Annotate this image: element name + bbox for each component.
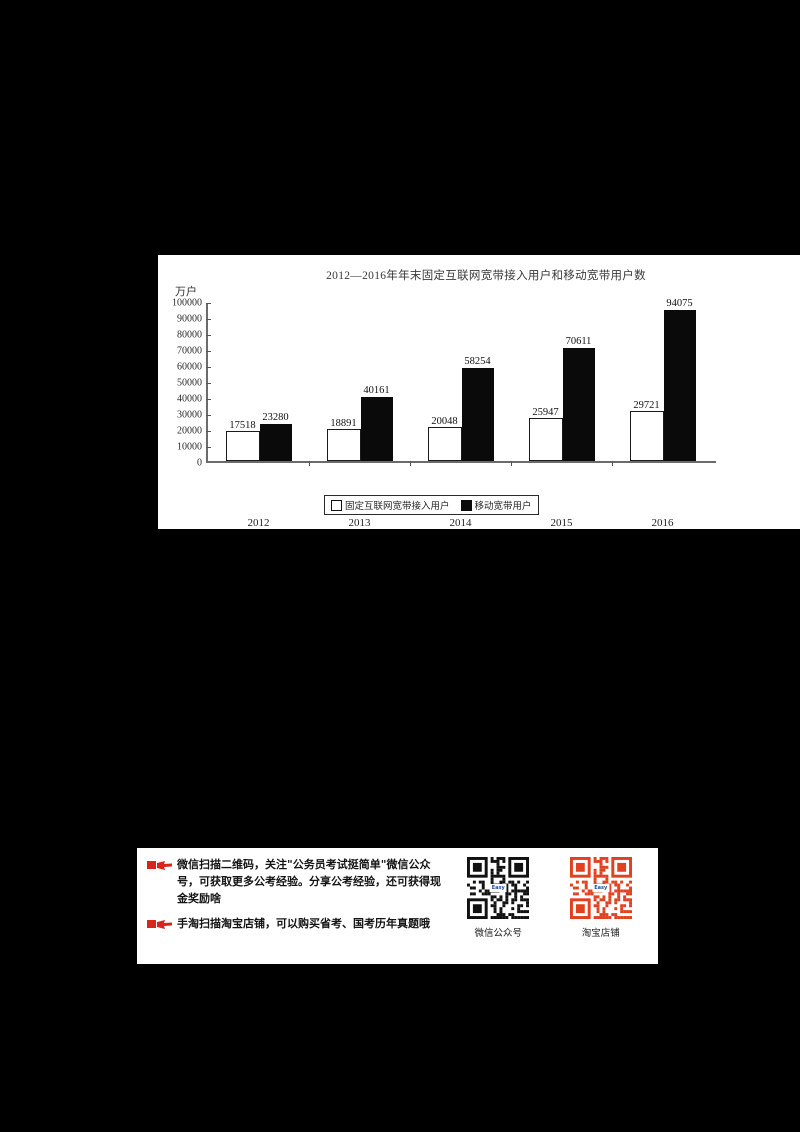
y-axis-tick-label: 0 [197,457,202,469]
x-axis-tick-mark [309,461,310,466]
chart-title: 2012—2016年年末固定互联网宽带接入用户和移动宽带用户数 [326,270,646,282]
y-axis-tick-mark [206,367,211,368]
bar-value-label: 18891 [330,417,357,429]
promo-text: 微信扫描二维码，关注"公务员考试挺简单"微信公众号，可获取更多公考经验。分享公考… [177,858,441,905]
pointing-hand-icon [147,920,172,929]
y-axis-tick-label: 70000 [177,345,202,357]
qr-caption: 微信公众号 [474,928,522,939]
qr-code-image [569,857,632,919]
bar[interactable]: 25947 [528,407,563,461]
qr-code-block-item[interactable]: Easy 淘宝店铺 [569,857,632,939]
chart-legend: 固定互联网宽带接入用户 移动宽带用户 [324,495,539,515]
bar-value-label: 58254 [464,355,491,367]
qr-code-image [467,857,530,919]
promo-row: 手淘扫描淘宝店铺，可以购买省考、国考历年真题哦 [147,915,447,935]
y-axis-tick-mark [206,303,211,304]
bar-groups: 17518 23280 18891 40161 20048 58254 25947 70611… [208,298,713,466]
bar[interactable]: 58254 [461,356,494,461]
pointing-hand-icon [147,917,173,935]
promo-text-block: 微信扫描二维码，关注"公务员考试挺简单"微信公众号，可获取更多公考经验。分享公考… [147,856,447,943]
bar-value-label: 94075 [666,298,693,310]
bar-value-label: 23280 [262,411,289,423]
x-axis-tick-label: 2014 [449,517,472,529]
qr-code-block-item[interactable]: Easy 微信公众号 [467,857,530,939]
y-axis-unit-label: 万户 [175,286,197,298]
y-axis-tick-label: 100000 [172,297,202,309]
bar-value-label: 40161 [363,384,390,396]
qr-caption: 淘宝店铺 [581,928,620,939]
pointing-hand-icon [147,858,173,876]
y-axis-tick-label: 10000 [177,441,202,453]
legend-item[interactable]: 移动宽带用户 [460,498,532,512]
bar[interactable]: 20048 [427,416,462,461]
legend-label: 固定互联网宽带接入用户 [345,502,450,512]
qr-code-block: Easy 微信公众号 Easy 淘宝店铺 [447,857,652,939]
bar[interactable]: 29721 [629,400,664,461]
legend-label: 移动宽带用户 [474,502,532,512]
x-axis-line [206,461,716,463]
legend-swatch [460,499,472,511]
qr-code-image[interactable]: Easy [569,857,632,919]
qr-code-image[interactable]: Easy [467,857,530,919]
x-axis-tick-mark [511,461,512,466]
legend-item[interactable]: 固定互联网宽带接入用户 [331,498,450,512]
y-axis-tick-label: 60000 [177,361,202,373]
bar[interactable]: 17518 [225,420,260,461]
chart-panel: 2012—2016年年末固定互联网宽带接入用户和移动宽带用户数 万户 10000… [158,255,800,529]
y-axis-tick-mark [206,415,211,416]
y-axis-tick-mark [206,431,211,432]
x-axis-tick-label: 2012 [247,517,270,529]
bar-group: 18891 40161 [309,303,410,466]
bar-value-label: 25947 [532,406,559,418]
promo-text: 手淘扫描淘宝店铺，可以购买省考、国考历年真题哦 [177,917,430,930]
x-axis-tick-label: 2016 [651,517,674,529]
y-axis-tick-mark [206,447,211,448]
plot-area: 100000 90000 80000 70000 60000 50000 40000 3000… [172,298,716,529]
y-axis-tick-label: 90000 [177,313,202,325]
bar-group: 20048 58254 [410,303,511,466]
bar-group: 17518 23280 [208,303,309,461]
y-axis-tick-label: 30000 [177,409,202,421]
y-axis-tick-mark [206,383,211,384]
y-axis-tick-mark [206,351,211,352]
y-axis-tick-mark [206,335,211,336]
y-axis-tick-mark [206,399,211,400]
x-axis-tick-label: 2015 [550,517,573,529]
bar[interactable]: 94075 [663,298,696,461]
y-axis-tick-label: 50000 [177,377,202,389]
y-axis-tick-label: 80000 [177,329,202,341]
qr-center-logo: Easy [592,884,610,892]
bar-value-label: 29721 [633,400,660,412]
bar-group: 25947 70611 [511,303,612,466]
y-axis-tick-label: 20000 [177,425,202,437]
pointing-hand-icon [147,861,172,870]
x-axis-tick-mark [612,461,613,466]
bar[interactable]: 70611 [562,336,595,461]
bar-value-label: 17518 [229,419,256,431]
x-axis-tick-label: 2013 [348,517,371,529]
x-axis-tick-mark [410,461,411,466]
legend-swatch [331,499,342,511]
bar[interactable]: 18891 [326,418,361,461]
y-axis-tick-mark [206,319,211,320]
promo-footer-panel: 微信扫描二维码，关注"公务员考试挺简单"微信公众号，可获取更多公考经验。分享公考… [137,848,658,964]
bar-group: 29721 94075 [612,298,713,466]
bar[interactable]: 23280 [259,412,292,461]
y-axis-tick-label: 40000 [177,393,202,405]
bar-value-label: 20048 [431,415,458,427]
promo-row: 微信扫描二维码，关注"公务员考试挺简单"微信公众号，可获取更多公考经验。分享公考… [147,856,447,907]
bar-value-label: 70611 [565,336,592,348]
bar[interactable]: 40161 [360,385,393,461]
qr-center-logo: Easy [489,884,507,892]
